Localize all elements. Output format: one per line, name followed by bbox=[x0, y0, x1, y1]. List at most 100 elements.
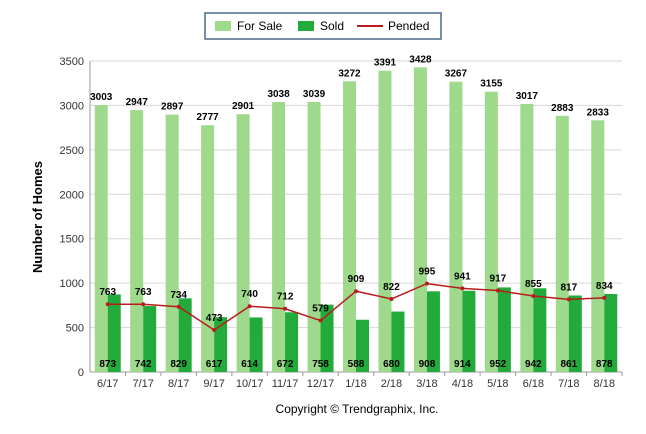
x-tick-label: 6/17 bbox=[97, 378, 118, 390]
label-pended: 822 bbox=[383, 282, 400, 293]
label-sold: 672 bbox=[277, 359, 294, 370]
label-for-sale: 3039 bbox=[303, 89, 326, 100]
label-sold: 878 bbox=[596, 359, 613, 370]
pended-point bbox=[495, 288, 500, 293]
bar-sold bbox=[604, 293, 618, 372]
bar-sold bbox=[533, 288, 547, 372]
bar-sold bbox=[497, 287, 511, 372]
y-tick-label: 1500 bbox=[60, 234, 84, 246]
label-sold: 758 bbox=[312, 359, 329, 370]
legend-label: For Sale bbox=[237, 19, 283, 33]
label-pended: 763 bbox=[99, 287, 116, 298]
label-for-sale: 3391 bbox=[374, 58, 397, 69]
pended-point bbox=[105, 302, 110, 307]
pended-point bbox=[566, 297, 571, 302]
pended-point bbox=[354, 289, 358, 294]
label-pended: 855 bbox=[525, 279, 542, 290]
bar-sold bbox=[285, 312, 299, 372]
x-tick-label: 5/18 bbox=[487, 378, 508, 390]
label-for-sale: 2883 bbox=[551, 103, 574, 114]
x-tick-label: 11/17 bbox=[272, 378, 299, 390]
label-pended: 941 bbox=[454, 271, 471, 282]
x-tick-label: 9/17 bbox=[203, 378, 224, 390]
bar-sold bbox=[178, 298, 192, 372]
bar-for-sale bbox=[343, 81, 356, 372]
bar-for-sale bbox=[165, 114, 179, 372]
bar-for-sale bbox=[591, 120, 605, 372]
bar-for-sale bbox=[555, 115, 569, 372]
bar-sold bbox=[320, 304, 334, 372]
label-sold: 614 bbox=[241, 359, 258, 370]
label-pended: 734 bbox=[170, 290, 187, 301]
x-tick-label: 8/17 bbox=[168, 378, 189, 390]
bar-sold bbox=[214, 317, 228, 372]
label-sold: 914 bbox=[454, 359, 471, 370]
label-pended: 909 bbox=[348, 274, 365, 285]
label-sold: 588 bbox=[348, 359, 365, 370]
label-pended: 834 bbox=[596, 281, 613, 292]
bar-sold bbox=[462, 290, 476, 372]
label-sold: 942 bbox=[525, 359, 542, 370]
label-for-sale: 3155 bbox=[480, 79, 503, 90]
label-sold: 680 bbox=[383, 359, 400, 370]
y-tick-label: 1000 bbox=[60, 278, 84, 290]
bar-sold bbox=[107, 294, 121, 372]
label-for-sale: 2833 bbox=[587, 107, 610, 118]
y-axis-label: Number of Homes bbox=[30, 161, 45, 273]
pended-point bbox=[141, 302, 146, 307]
label-for-sale: 3003 bbox=[90, 92, 113, 103]
pended-point bbox=[424, 281, 429, 286]
pended-point bbox=[283, 306, 288, 311]
bar-for-sale bbox=[378, 70, 392, 372]
label-for-sale: 3428 bbox=[409, 54, 432, 65]
pended-point bbox=[389, 296, 394, 301]
pended-point bbox=[531, 294, 536, 299]
label-for-sale: 2901 bbox=[232, 101, 255, 112]
legend-label: Sold bbox=[320, 19, 344, 33]
bar-for-sale bbox=[201, 125, 215, 372]
pended-point bbox=[247, 304, 252, 309]
copyright-text: Copyright © Trendgraphix, Inc. bbox=[276, 402, 439, 416]
bar-sold bbox=[143, 306, 157, 372]
label-pended: 763 bbox=[135, 287, 152, 298]
x-tick-label: 3/18 bbox=[416, 378, 437, 390]
legend-swatch bbox=[215, 21, 231, 31]
x-tick-label: 10/17 bbox=[236, 378, 264, 390]
label-sold: 617 bbox=[206, 359, 223, 370]
x-tick-label: 12/17 bbox=[307, 378, 335, 390]
bar-sold bbox=[426, 291, 440, 372]
bar-for-sale bbox=[520, 103, 534, 372]
y-axis-ticks: 0 500 1000 1500 2000 2500 3000 3500 bbox=[60, 56, 84, 379]
label-for-sale: 3267 bbox=[445, 69, 468, 80]
bar-for-sale bbox=[272, 102, 286, 372]
label-pended: 473 bbox=[206, 313, 223, 324]
bar-sold bbox=[249, 317, 263, 372]
label-pended: 740 bbox=[241, 289, 258, 300]
legend-swatch bbox=[298, 21, 314, 31]
bar-sold bbox=[391, 311, 405, 372]
x-tick-label: 1/18 bbox=[345, 378, 366, 390]
x-axis-ticks: 6/17 7/17 8/17 9/17 10/17 11/17 12/17 1/18 2/18 3… bbox=[97, 372, 623, 390]
pended-point bbox=[602, 295, 607, 300]
label-for-sale: 2777 bbox=[197, 112, 220, 123]
label-sold: 908 bbox=[419, 359, 436, 370]
label-pended: 712 bbox=[277, 292, 294, 303]
label-sold: 861 bbox=[560, 359, 577, 370]
label-for-sale: 3017 bbox=[516, 91, 539, 102]
label-sold: 873 bbox=[99, 359, 116, 370]
x-tick-label: 7/17 bbox=[132, 378, 153, 390]
bar-for-sale bbox=[94, 105, 108, 373]
x-tick-label: 6/18 bbox=[523, 378, 544, 390]
bar-sold bbox=[568, 295, 582, 372]
label-sold: 952 bbox=[490, 359, 507, 370]
x-tick-label: 4/18 bbox=[452, 378, 473, 390]
y-tick-label: 2000 bbox=[60, 189, 84, 201]
label-for-sale: 2897 bbox=[161, 102, 184, 113]
bar-for-sale bbox=[307, 101, 321, 373]
y-tick-label: 0 bbox=[78, 367, 84, 379]
bar-for-sale bbox=[484, 91, 498, 373]
pended-point bbox=[318, 318, 323, 323]
pended-point bbox=[212, 327, 217, 332]
bar-for-sale bbox=[413, 67, 427, 373]
